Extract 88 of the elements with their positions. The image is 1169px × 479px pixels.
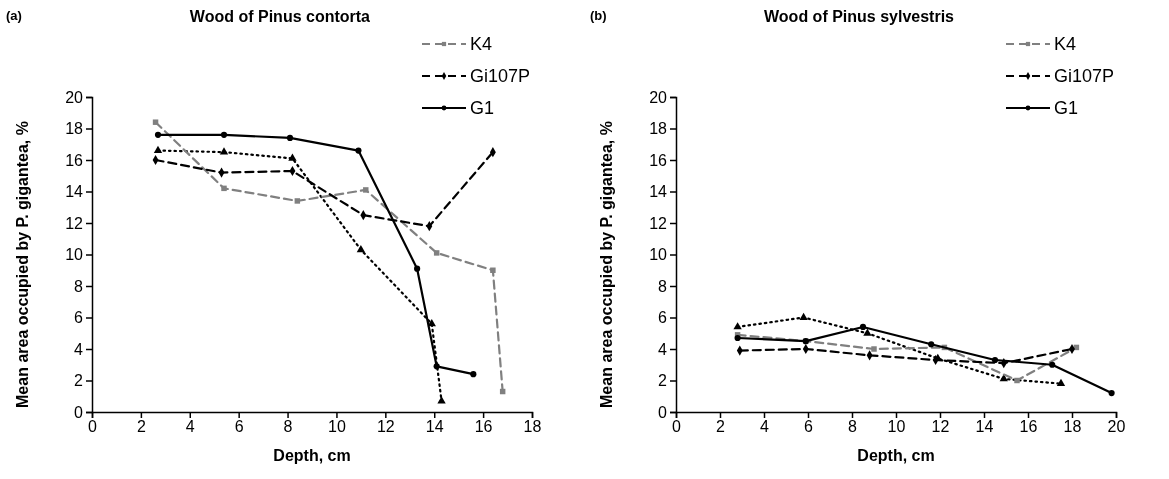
legend-label: Gi107P [1054, 66, 1115, 86]
point [433, 250, 440, 256]
x-tick-label: 16 [474, 418, 493, 436]
legend-label: K4 [1054, 34, 1077, 54]
x-tick-label: 0 [88, 418, 98, 436]
point [991, 356, 999, 364]
point [288, 153, 297, 161]
y-tick-label: 8 [74, 277, 84, 295]
x-tick-label: 2 [136, 418, 146, 436]
x-tick-label: 20 [1107, 418, 1126, 436]
y-tick-label: 6 [74, 309, 84, 327]
y-tick-label: 0 [74, 403, 84, 421]
point [863, 328, 872, 336]
x-axis-title: Depth, cm [857, 447, 935, 464]
y-tick-label: 4 [74, 340, 84, 358]
y-tick-label: 0 [658, 403, 668, 421]
text: (b) [590, 8, 607, 23]
point [356, 244, 366, 253]
y-tick-label: 6 [658, 309, 668, 327]
x-tick-label: 10 [328, 418, 346, 436]
x-tick-label: 0 [672, 418, 682, 436]
point [490, 267, 496, 273]
point [427, 318, 436, 327]
point [153, 145, 163, 153]
x-tick-label: 8 [283, 418, 293, 436]
point [1108, 390, 1115, 397]
y-tick-label: 10 [649, 246, 668, 264]
x-tick-label: 12 [931, 418, 950, 436]
x-tick-label: 8 [848, 418, 858, 436]
x-tick-label: 2 [716, 418, 726, 436]
y-tick-label: 12 [65, 214, 84, 232]
y-tick-label: 2 [658, 372, 668, 390]
point [928, 341, 935, 348]
legend-label: K4 [470, 34, 493, 54]
point [221, 185, 227, 192]
y-tick-label: 10 [65, 246, 84, 264]
text: (a) [6, 8, 22, 23]
legend-label: G1 [1054, 98, 1079, 118]
point [286, 134, 294, 142]
point [1014, 377, 1020, 384]
y-tick-label: 20 [649, 88, 668, 106]
point [414, 265, 421, 272]
x-tick-label: 6 [804, 418, 814, 436]
point [871, 346, 877, 352]
point [1056, 378, 1066, 387]
legend-label: G1 [470, 98, 495, 118]
y-tick-label: 4 [658, 340, 668, 358]
x-tick-label: 4 [760, 418, 770, 436]
point [734, 334, 741, 342]
y-tick-label: 12 [649, 214, 668, 232]
point [799, 312, 808, 320]
point [437, 396, 446, 404]
chart-title: Wood of Pinus sylvestris [764, 8, 955, 25]
point [859, 323, 867, 331]
y-tick-label: 18 [649, 120, 668, 138]
x-axis-title: Depth, cm [273, 447, 351, 464]
x-tick-label: 4 [185, 418, 195, 436]
point [1049, 361, 1056, 368]
legend-label: Gi107P [470, 66, 531, 86]
y-axis-title: Mean area occupied by P. gigantea, % [598, 121, 615, 408]
point [154, 131, 162, 138]
x-tick-label: 18 [1063, 418, 1082, 436]
x-tick-label: 6 [234, 418, 244, 436]
point [363, 187, 369, 193]
y-tick-label: 14 [649, 183, 668, 201]
y-axis-title: Mean area occupied by P. gigantea, % [14, 121, 31, 408]
y-tick-label: 8 [658, 277, 668, 295]
x-tick-label: 14 [425, 418, 444, 436]
point [733, 322, 742, 330]
x-tick-label: 16 [1019, 418, 1038, 436]
point [433, 363, 440, 370]
point [152, 119, 159, 125]
point [470, 371, 477, 378]
chart-title: Wood of Pinus contorta [189, 8, 371, 25]
x-tick-label: 12 [376, 418, 395, 436]
point [220, 131, 228, 138]
y-tick-label: 18 [65, 120, 84, 138]
x-tick-label: 14 [975, 418, 994, 436]
point [294, 198, 301, 204]
y-tick-label: 16 [65, 151, 84, 169]
y-tick-label: 2 [74, 372, 84, 390]
x-tick-label: 18 [523, 418, 542, 436]
point [355, 147, 362, 154]
point [219, 147, 229, 155]
y-tick-label: 20 [65, 88, 84, 106]
x-tick-label: 10 [887, 418, 906, 436]
y-tick-label: 14 [65, 183, 84, 201]
y-tick-label: 16 [649, 151, 668, 169]
